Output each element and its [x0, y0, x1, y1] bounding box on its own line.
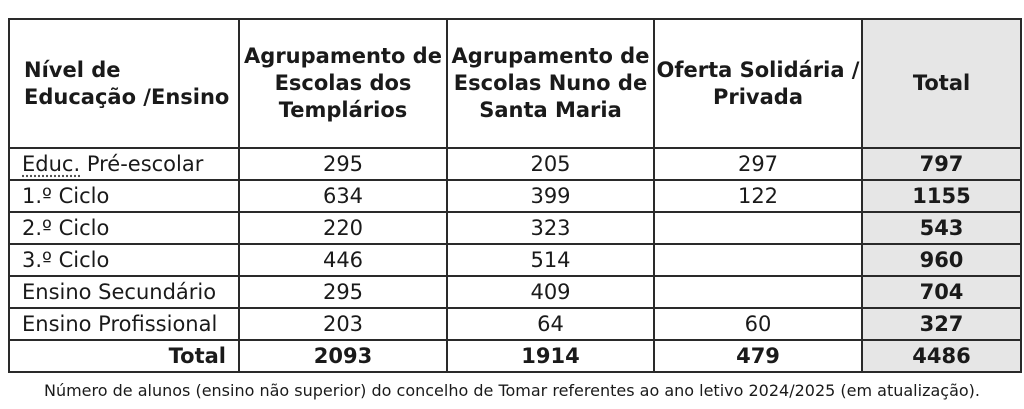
row-label: 1.º Ciclo	[8, 179, 240, 213]
cell-nuno-santa-maria: 205	[446, 147, 655, 181]
total-solidaria-privada: 479	[653, 339, 863, 373]
row-label-part: Pré-escolar	[80, 152, 204, 176]
cell-nuno-santa-maria: 514	[446, 243, 655, 277]
cell-solidaria-privada: 60	[653, 307, 863, 341]
cell-templarios: 295	[238, 275, 448, 309]
enrollment-table: Nível de Educação /Ensino Agrupamento de…	[8, 18, 1022, 373]
table-row: 3.º Ciclo 446 514 960	[8, 243, 1022, 277]
cell-solidaria-privada	[653, 211, 863, 245]
header-templarios: Agrupamento de Escolas dos Templários	[238, 18, 448, 149]
cell-total: 543	[861, 211, 1022, 245]
cell-nuno-santa-maria: 399	[446, 179, 655, 213]
cell-solidaria-privada	[653, 243, 863, 277]
cell-templarios: 295	[238, 147, 448, 181]
total-row-label: Total	[8, 339, 240, 373]
cell-total: 797	[861, 147, 1022, 181]
row-label: Ensino Profissional	[8, 307, 240, 341]
cell-templarios: 446	[238, 243, 448, 277]
row-label-part: Educ.	[22, 152, 81, 176]
cell-total: 704	[861, 275, 1022, 309]
cell-solidaria-privada: 122	[653, 179, 863, 213]
table-row: Ensino Secundário 295 409 704	[8, 275, 1022, 309]
header-education-level: Nível de Educação /Ensino	[8, 18, 240, 149]
table-row: Ensino Profissional 203 64 60 327	[8, 307, 1022, 341]
grand-total: 4486	[861, 339, 1022, 373]
table-caption: Número de alunos (ensino não superior) d…	[43, 381, 980, 400]
cell-templarios: 220	[238, 211, 448, 245]
cell-nuno-santa-maria: 323	[446, 211, 655, 245]
cell-nuno-santa-maria: 409	[446, 275, 655, 309]
cell-templarios: 203	[238, 307, 448, 341]
total-nuno-santa-maria: 1914	[446, 339, 655, 373]
cell-total: 1155	[861, 179, 1022, 213]
cell-total: 960	[861, 243, 1022, 277]
header-total: Total	[861, 18, 1022, 149]
cell-solidaria-privada	[653, 275, 863, 309]
total-row: Total 2093 1914 479 4486	[8, 339, 1022, 373]
cell-solidaria-privada: 297	[653, 147, 863, 181]
cell-total: 327	[861, 307, 1022, 341]
cell-nuno-santa-maria: 64	[446, 307, 655, 341]
row-label: 2.º Ciclo	[8, 211, 240, 245]
row-label: Ensino Secundário	[8, 275, 240, 309]
cell-templarios: 634	[238, 179, 448, 213]
header-row: Nível de Educação /Ensino Agrupamento de…	[8, 18, 1022, 149]
header-solidaria-privada: Oferta Solidária / Privada	[653, 18, 863, 149]
row-label: Educ. Pré-escolar	[8, 147, 240, 181]
table-row: Educ. Pré-escolar 295 205 297 797	[8, 147, 1022, 181]
table-row: 2.º Ciclo 220 323 543	[8, 211, 1022, 245]
header-nuno-santa-maria: Agrupamento de Escolas Nuno de Santa Mar…	[446, 18, 655, 149]
row-label: 3.º Ciclo	[8, 243, 240, 277]
table-row: 1.º Ciclo 634 399 122 1155	[8, 179, 1022, 213]
total-templarios: 2093	[238, 339, 448, 373]
